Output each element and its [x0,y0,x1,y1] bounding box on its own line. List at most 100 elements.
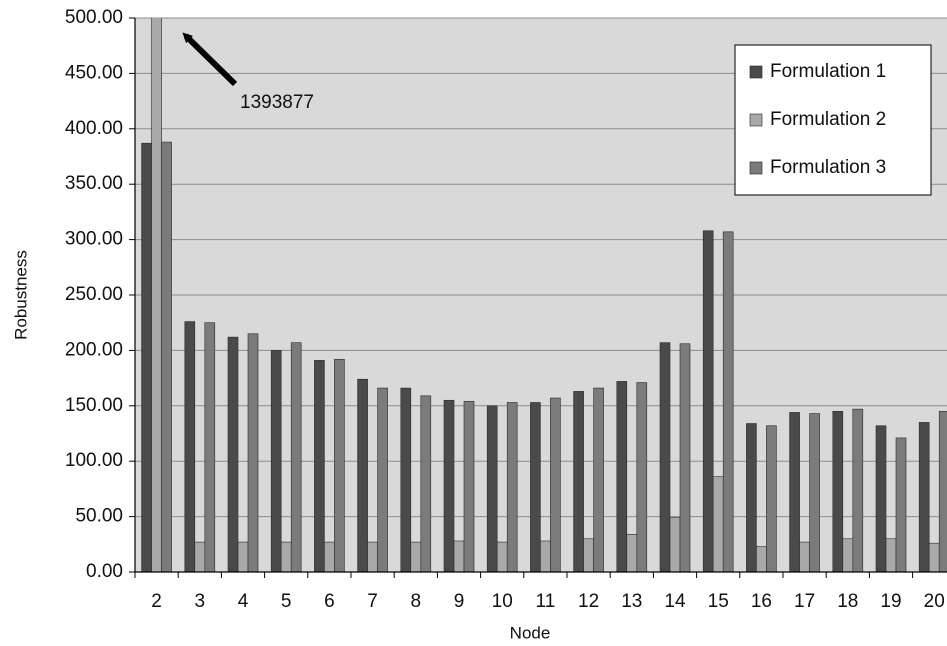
bar [453,540,465,572]
bar [486,405,498,572]
bar [290,342,302,572]
y-tick-label: 450.00 [65,62,123,83]
bar [669,517,681,572]
bar [270,350,282,572]
x-tick-label: 6 [324,591,335,612]
bar [809,413,820,572]
bar [636,382,648,572]
bar [702,230,714,572]
bar [161,141,172,572]
bar [141,142,152,572]
bar [593,387,604,572]
x-tick-label: 19 [880,591,901,612]
x-tick-label: 20 [924,591,945,612]
bar [357,378,368,572]
bar [550,397,561,572]
y-tick-label: 350.00 [65,173,123,194]
y-tick-label: 300.00 [65,229,123,250]
bar [227,336,239,572]
legend-swatch [749,161,763,175]
bar [496,541,508,572]
bar [875,425,887,572]
bar [463,401,475,572]
x-tick-label: 11 [536,591,556,612]
legend-swatch [749,113,763,127]
bar [928,542,940,572]
bar [194,541,206,572]
x-tick-label: 4 [238,591,249,612]
legend [734,44,932,196]
x-tick-label: 15 [708,591,729,612]
x-tick-label: 13 [621,591,642,612]
bar [334,358,345,572]
x-tick-label: 17 [794,591,815,612]
x-tick-label: 7 [367,591,378,612]
y-tick-label: 100.00 [65,450,123,471]
bar [616,381,628,572]
x-tick-label: 3 [195,591,206,612]
bar [789,412,800,572]
x-tick-label: 2 [151,591,162,612]
bar [842,538,854,572]
bar [314,360,325,572]
bar [938,411,947,572]
x-axis-label: Node [510,623,551,642]
bar [151,18,162,572]
y-axis-label: Robustness [11,250,30,340]
legend-entries: Formulation 1 Formulation 2 Formulation 3 [749,61,886,178]
x-tick-label: 9 [454,591,465,612]
bar [746,423,757,572]
x-tick-label: 18 [837,591,858,612]
annotation: 1393877 [240,92,314,113]
bar [420,395,432,572]
y-tick-label: 250.00 [65,284,123,305]
legend-label: Formulation 1 [770,61,886,82]
y-tick-label: 0.00 [86,561,123,582]
bar [324,541,335,572]
bar [679,343,691,572]
bars [141,18,947,572]
legend-label: Formulation 2 [770,109,886,130]
bar [540,540,551,572]
bar [832,411,844,572]
bar [530,402,541,572]
bar [506,402,518,572]
bar [766,425,777,572]
bar [400,387,412,572]
bar [918,422,930,572]
bar [280,541,292,572]
bar [799,541,810,572]
bar [204,322,216,572]
y-tick-label: 50.00 [75,506,123,527]
x-tick-label: 12 [578,591,599,612]
bar [367,541,378,572]
y-tick-label: 500.00 [65,7,123,28]
bar [626,534,638,572]
annotation-arrow [182,32,238,87]
legend-label: Formulation 3 [770,157,886,178]
bar [410,541,422,572]
bar [885,538,897,572]
bar [377,387,388,572]
bar [895,437,907,572]
bar [722,231,734,572]
legend-swatch [749,65,763,79]
bar [852,408,864,572]
bar [659,342,671,572]
x-tick-label: 5 [281,591,292,612]
bar [583,538,594,572]
bar [443,399,455,572]
bar [712,476,724,572]
x-tick-label: 16 [751,591,772,612]
bar [247,333,259,572]
y-tick-label: 400.00 [65,118,123,139]
bar [756,546,767,572]
x-tick-label: 8 [411,591,422,612]
bar [184,321,196,572]
x-tick-label: 14 [664,591,686,612]
y-tick-label: 150.00 [65,395,123,416]
y-tick-label: 200.00 [65,339,123,360]
bar [573,391,584,572]
bar [237,541,249,572]
